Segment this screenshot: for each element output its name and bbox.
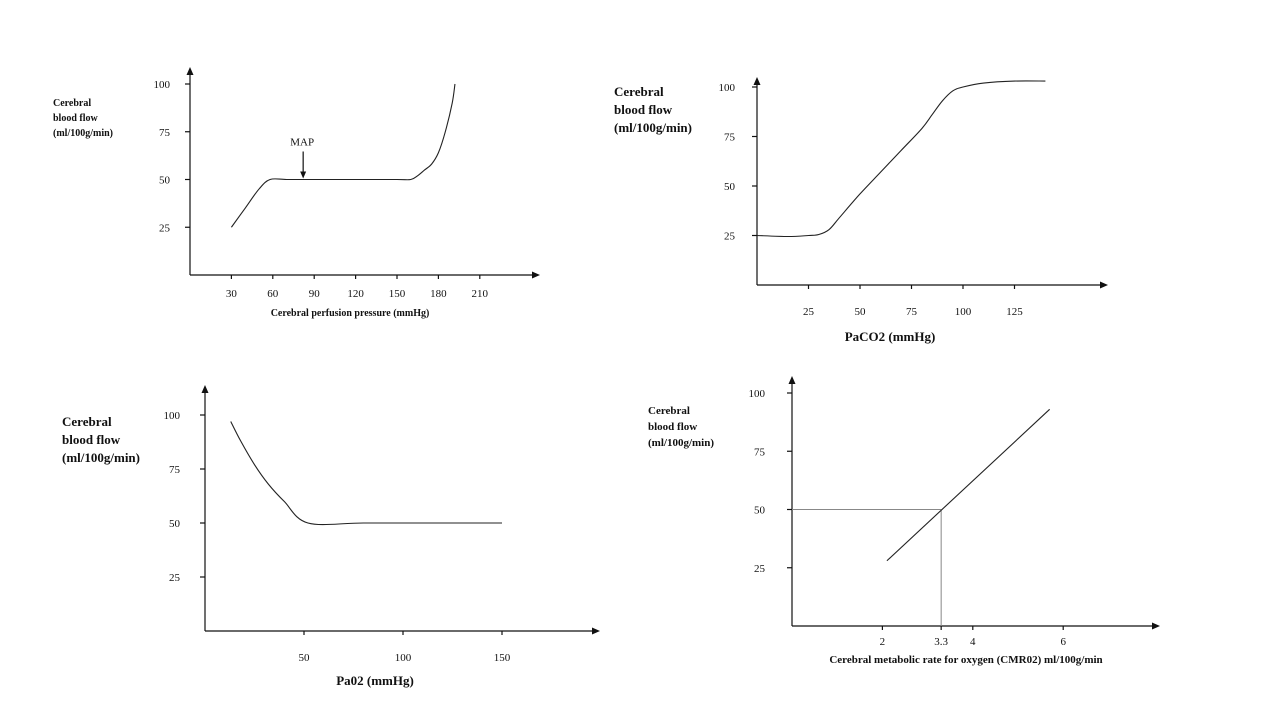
chart-cmro2: Cerebral blood flow (ml/100g/min) Cerebr… — [648, 376, 1160, 666]
x-tick-label: 150 — [389, 288, 406, 300]
x-tick-label: 180 — [430, 288, 447, 300]
ylabel-line: Cerebral — [53, 98, 91, 109]
y-tick-label: 75 — [724, 132, 736, 144]
x-axis-arrow — [592, 627, 600, 635]
series-line — [230, 421, 502, 526]
x-axis-label: Cerebral metabolic rate for oxygen (CMR0… — [829, 654, 1102, 666]
x-tick-label: 2 — [880, 636, 886, 648]
ylabel-line: Cerebral — [62, 414, 112, 429]
series-line — [756, 80, 1046, 238]
map-annotation-label: MAP — [290, 137, 314, 149]
x-tick-label: 75 — [906, 306, 918, 318]
y-tick-label: 100 — [164, 410, 181, 422]
y-tick-label: 50 — [724, 181, 736, 193]
y-tick-label: 100 — [749, 388, 766, 400]
ylabel-line: Cerebral — [648, 405, 690, 417]
x-axis-arrow — [532, 271, 540, 279]
x-tick-label: 90 — [309, 288, 321, 300]
chart-paco2: Cerebral blood flow (ml/100g/min) PaCO2 … — [614, 77, 1108, 344]
x-tick-label: 50 — [299, 652, 311, 664]
ylabel-line: blood flow — [62, 432, 121, 447]
chart-pao2: Cerebral blood flow (ml/100g/min) Pa02 (… — [62, 385, 600, 688]
chart-cpp: Cerebral blood flow (ml/100g/min) Cerebr… — [53, 67, 540, 319]
ylabel-line: (ml/100g/min) — [614, 120, 692, 135]
ylabel-line: Cerebral — [614, 84, 664, 99]
y-tick-label: 100 — [154, 79, 171, 91]
series-line — [886, 408, 1051, 562]
x-axis-label: PaCO2 (mmHg) — [845, 329, 936, 344]
ylabel-line: (ml/100g/min) — [62, 450, 140, 465]
x-tick-label: 150 — [494, 652, 511, 664]
y-axis-arrow — [753, 77, 761, 85]
x-axis-label: Cerebral perfusion pressure (mmHg) — [271, 308, 430, 319]
y-axis-arrow — [788, 376, 796, 384]
x-tick-label: 6 — [1060, 636, 1066, 648]
y-tick-label: 50 — [169, 518, 181, 530]
x-tick-label: 4 — [970, 636, 976, 648]
y-tick-label: 50 — [159, 175, 171, 187]
x-tick-label: 30 — [226, 288, 238, 300]
ylabel-line: blood flow — [648, 421, 697, 433]
x-tick-label: 25 — [803, 306, 815, 318]
x-tick-label: 125 — [1006, 306, 1023, 318]
x-tick-label: 60 — [267, 288, 279, 300]
ylabel-line: blood flow — [614, 102, 673, 117]
y-tick-label: 75 — [754, 446, 766, 458]
y-tick-label: 25 — [169, 572, 181, 584]
y-tick-label: 25 — [159, 222, 171, 234]
y-tick-label: 75 — [159, 127, 171, 139]
x-tick-label: 3.3 — [934, 636, 948, 648]
x-tick-label: 100 — [395, 652, 412, 664]
x-tick-label: 100 — [955, 306, 972, 318]
ylabel-line: (ml/100g/min) — [53, 128, 113, 139]
y-tick-label: 25 — [724, 231, 736, 243]
x-tick-label: 120 — [347, 288, 364, 300]
x-tick-label: 210 — [472, 288, 489, 300]
x-axis-arrow — [1152, 622, 1160, 630]
y-tick-label: 25 — [754, 563, 766, 575]
x-axis-label: Pa02 (mmHg) — [336, 673, 414, 688]
ylabel-line: blood flow — [53, 113, 99, 124]
y-tick-label: 100 — [719, 82, 736, 94]
series-line — [230, 83, 456, 228]
x-tick-label: 50 — [855, 306, 867, 318]
y-axis-arrow — [186, 67, 194, 75]
y-tick-label: 75 — [169, 464, 181, 476]
y-tick-label: 50 — [754, 505, 766, 517]
ylabel-line: (ml/100g/min) — [648, 437, 714, 449]
x-axis-arrow — [1100, 281, 1108, 289]
map-annotation-arrowhead — [300, 171, 307, 179]
y-axis-arrow — [201, 385, 209, 393]
